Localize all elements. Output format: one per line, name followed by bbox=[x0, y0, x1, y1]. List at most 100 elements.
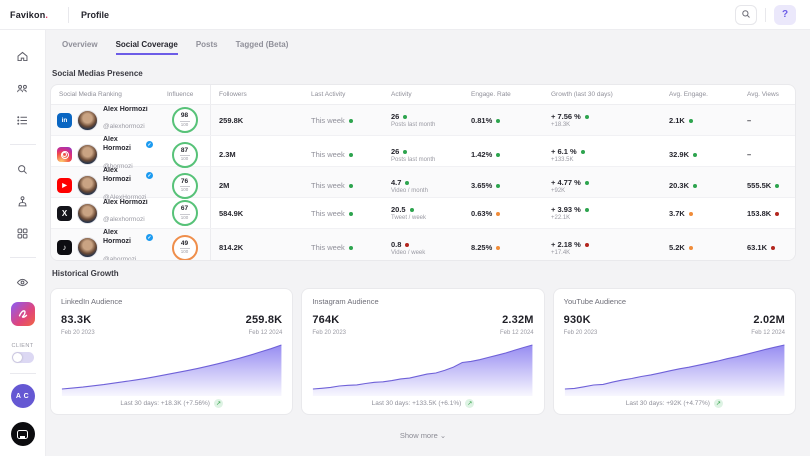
col-header-activity: Activity bbox=[391, 91, 412, 98]
profile-name: Alex Hormozi bbox=[103, 167, 131, 183]
last-activity-value: This week bbox=[311, 115, 345, 125]
search-icon bbox=[741, 6, 751, 24]
chart-title: Instagram Audience bbox=[312, 297, 379, 306]
app-logo[interactable]: Favikon. bbox=[0, 10, 48, 20]
growth-sub-value: +18.3K bbox=[551, 122, 571, 128]
chart-start-date: Feb 20 2023 bbox=[312, 330, 347, 336]
youtube-icon: ▶ bbox=[57, 178, 72, 194]
influence-max: 100 bbox=[180, 249, 189, 255]
search-nav-icon[interactable] bbox=[11, 157, 35, 181]
avg-views-value: – bbox=[747, 150, 752, 160]
avg-views-dot bbox=[775, 184, 780, 189]
col-header-avg-engage: Avg. Engage. bbox=[669, 91, 708, 98]
tab-overview[interactable]: Overview bbox=[62, 40, 98, 49]
area-chart bbox=[564, 344, 785, 396]
table-header-row: Social Media Ranking Influence Followers… bbox=[51, 85, 795, 105]
col-header-engage-rate: Engage. Rate bbox=[471, 91, 511, 98]
avg-views-value: 153.8K bbox=[747, 208, 772, 218]
tiktok-icon: ♪ bbox=[57, 240, 72, 256]
avg-views-value: 63.1K bbox=[747, 243, 768, 253]
sidebar-separator-2 bbox=[9, 257, 36, 258]
followers-value: 259.8K bbox=[219, 115, 244, 125]
activity-value: 26 bbox=[391, 112, 400, 121]
last-activity-value: This week bbox=[311, 243, 345, 253]
engage-rate-value: 3.65% bbox=[471, 181, 493, 191]
avg-views-dot bbox=[771, 246, 776, 251]
list-icon[interactable] bbox=[11, 108, 35, 132]
show-more-wrap: Show more ⌄ bbox=[50, 415, 796, 443]
profile-handle: @ahormozi bbox=[103, 255, 137, 261]
influence-score-ring: 87 100 bbox=[171, 141, 198, 168]
growth-arrow-icon: ↗ bbox=[213, 399, 223, 408]
tab-tagged[interactable]: Tagged (Beta) bbox=[235, 40, 289, 49]
chat-launcher[interactable] bbox=[10, 422, 35, 446]
verified-icon: ✓ bbox=[146, 141, 153, 149]
tab-social-coverage[interactable]: Social Coverage bbox=[115, 40, 178, 55]
table-row[interactable]: ▶ Alex Hormozi ✓ @AlexHormozi 76 100 2M T… bbox=[51, 167, 795, 205]
sidebar-separator bbox=[9, 144, 36, 145]
table-row[interactable]: Alex Hormozi ✓ @hormozi 87 100 2.3M This … bbox=[51, 136, 795, 174]
chart-end-value: 2.32M bbox=[502, 314, 534, 326]
profile-avatar bbox=[77, 144, 98, 166]
growth-arrow-icon: ↗ bbox=[465, 399, 475, 408]
activity-dot bbox=[405, 180, 410, 185]
chart-end-value: 2.02M bbox=[753, 314, 785, 326]
charts-row: LinkedIn Audience 83.3K Feb 20 2023 259.… bbox=[50, 288, 796, 415]
col-header-ranking: Social Media Ranking bbox=[59, 91, 122, 98]
engage-rate-dot bbox=[496, 211, 501, 216]
activity-value: 0.8 bbox=[391, 239, 402, 249]
home-icon[interactable] bbox=[11, 44, 35, 68]
audience-chart-card: LinkedIn Audience 83.3K Feb 20 2023 259.… bbox=[50, 288, 294, 415]
table-row[interactable]: in Alex Hormozi @alexhormozi 98 100 259.… bbox=[51, 105, 795, 136]
tab-bar: Overview Social Coverage Posts Tagged (B… bbox=[50, 30, 796, 61]
growth-sub-value: +17.4K bbox=[551, 249, 571, 256]
activity-label: Posts last month bbox=[391, 156, 436, 163]
last-activity-dot bbox=[348, 184, 353, 189]
last-activity-dot bbox=[348, 211, 353, 216]
tab-posts[interactable]: Posts bbox=[195, 40, 218, 49]
search-button[interactable] bbox=[735, 4, 757, 25]
avg-engage-value: 2.1K bbox=[669, 115, 685, 125]
audience-chart-card: Instagram Audience 764K Feb 20 2023 2.32… bbox=[301, 288, 545, 415]
activity-label: Video / week bbox=[391, 249, 426, 256]
engage-rate-dot bbox=[496, 246, 501, 251]
growth-value: + 7.56 % bbox=[551, 112, 581, 121]
chat-icon bbox=[17, 429, 28, 439]
community-icon[interactable] bbox=[11, 76, 35, 100]
sidebar: CLIENT A C bbox=[0, 30, 46, 456]
help-button[interactable]: ? bbox=[774, 4, 796, 25]
followers-value: 814.2K bbox=[219, 243, 244, 253]
profile-name: Alex Hormozi bbox=[103, 105, 148, 113]
chart-title: LinkedIn Audience bbox=[61, 297, 123, 306]
col-header-followers: Followers bbox=[219, 91, 247, 98]
network-icon[interactable] bbox=[11, 189, 35, 213]
client-toggle[interactable] bbox=[11, 352, 34, 363]
activity-value: 26 bbox=[391, 146, 400, 156]
user-avatar[interactable]: A C bbox=[10, 384, 35, 408]
growth-value: + 6.1 % bbox=[551, 146, 577, 156]
last-activity-dot bbox=[348, 118, 353, 123]
avg-engage-dot bbox=[693, 184, 698, 189]
engage-rate-value: 1.42% bbox=[471, 150, 493, 160]
chart-end-date: Feb 12 2024 bbox=[499, 330, 534, 336]
favikon-app-icon[interactable] bbox=[10, 302, 35, 326]
influence-max: 100 bbox=[180, 214, 189, 220]
growth-dot bbox=[584, 115, 589, 120]
col-header-last-activity: Last Activity bbox=[311, 91, 346, 98]
chart-end-date: Feb 12 2024 bbox=[248, 330, 283, 336]
apps-grid-icon[interactable] bbox=[11, 221, 35, 245]
chart-footer-text: Last 30 days: +133.5K (+6.1%) bbox=[371, 400, 462, 407]
chart-footer-text: Last 30 days: +18.3K (+7.56%) bbox=[120, 400, 210, 407]
avg-views-value: – bbox=[747, 115, 752, 125]
show-more-button[interactable]: Show more ⌄ bbox=[399, 431, 447, 440]
activity-dot bbox=[409, 208, 414, 213]
watchlist-eye-icon[interactable] bbox=[11, 270, 35, 294]
chart-title: YouTube Audience bbox=[563, 297, 627, 306]
table-row[interactable]: X Alex Hormozi @alexhormozi 67 100 584.9… bbox=[51, 198, 795, 229]
influence-value: 49 bbox=[180, 239, 189, 247]
table-row[interactable]: ♪ Alex Hormozi ✓ @ahormozi 49 100 814.2K … bbox=[51, 229, 795, 260]
engage-rate-dot bbox=[496, 184, 501, 189]
chart-start-value: 764K bbox=[312, 314, 340, 326]
topbar-divider bbox=[68, 6, 69, 23]
influence-score-ring: 49 100 bbox=[171, 234, 198, 260]
